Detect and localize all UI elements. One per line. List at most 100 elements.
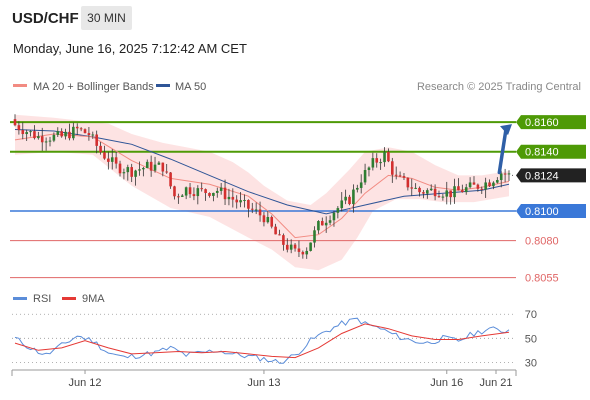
candle-body bbox=[161, 162, 165, 172]
candle-body bbox=[21, 130, 25, 135]
candle-body bbox=[212, 192, 215, 196]
candle-body bbox=[352, 189, 355, 205]
candle-body bbox=[488, 182, 491, 187]
level-label-0.8160: 0.8160 bbox=[525, 117, 559, 129]
candle-body bbox=[398, 175, 402, 177]
candle-body bbox=[289, 244, 293, 250]
candle-body bbox=[99, 145, 102, 153]
candle-body bbox=[68, 131, 71, 139]
candle-body bbox=[472, 182, 476, 185]
candle-body bbox=[145, 161, 149, 169]
candle-body bbox=[468, 182, 472, 188]
candle-body bbox=[433, 188, 437, 197]
candle-body bbox=[196, 188, 200, 197]
candle-body bbox=[48, 140, 52, 142]
timestamp: Monday, June 16, 2025 7:12:42 AM CET bbox=[13, 41, 247, 56]
candle-body bbox=[215, 190, 219, 193]
candle-body bbox=[266, 217, 270, 223]
candle-body bbox=[13, 119, 17, 126]
candle-body bbox=[83, 129, 87, 134]
candle-body bbox=[293, 244, 297, 249]
level-tag-0.8100 bbox=[516, 203, 586, 218]
level-label-0.8100: 0.8100 bbox=[525, 206, 559, 218]
candle-body bbox=[441, 196, 445, 198]
candle-body bbox=[274, 226, 277, 235]
candle-body bbox=[239, 200, 242, 203]
ma50-line bbox=[14, 129, 510, 215]
candle-body bbox=[309, 242, 312, 251]
candle-body bbox=[91, 134, 95, 136]
candle-body bbox=[200, 188, 204, 190]
candle-body bbox=[348, 196, 351, 205]
candle-body bbox=[157, 162, 161, 165]
legend-label-rsi: RSI bbox=[33, 293, 51, 305]
candle-body bbox=[371, 158, 375, 168]
candle-body bbox=[375, 158, 379, 163]
time-label-Jun-12: Jun 12 bbox=[69, 377, 102, 389]
candle-body bbox=[367, 167, 371, 171]
candle-body bbox=[138, 169, 141, 171]
candle-body bbox=[453, 186, 456, 198]
time-label-Jun-21: Jun 21 bbox=[479, 377, 512, 389]
candle-body bbox=[243, 199, 246, 201]
legend-label-ma50: MA 50 bbox=[175, 81, 206, 93]
rsi-tick-30: 30 bbox=[525, 357, 537, 369]
candle-body bbox=[387, 151, 390, 162]
candle-body bbox=[118, 163, 122, 174]
level-label-0.8140: 0.8140 bbox=[525, 147, 559, 159]
forecast-arrow-head bbox=[500, 124, 512, 136]
candle-body bbox=[134, 170, 137, 177]
last-price-label: 0.8124 bbox=[525, 170, 559, 182]
candle-body bbox=[52, 134, 56, 141]
candle-body bbox=[180, 195, 184, 197]
candle-body bbox=[153, 164, 157, 171]
candle-body bbox=[484, 182, 487, 190]
candle-body bbox=[60, 131, 63, 137]
candle-body bbox=[422, 192, 425, 194]
candle-body bbox=[254, 209, 258, 211]
ma20-line bbox=[14, 133, 510, 239]
candle-body bbox=[449, 190, 452, 198]
candle-body bbox=[142, 168, 145, 170]
candle-body bbox=[499, 173, 503, 181]
candle-body bbox=[445, 190, 449, 197]
candle-body bbox=[278, 234, 281, 236]
time-label-Jun-16: Jun 16 bbox=[430, 377, 463, 389]
rsi-tick-70: 70 bbox=[525, 309, 537, 321]
candle-body bbox=[40, 136, 44, 143]
candle-body bbox=[391, 161, 394, 175]
candle-body bbox=[103, 152, 106, 159]
rsi-line bbox=[14, 317, 510, 364]
candle-body bbox=[324, 222, 328, 226]
level-tag-0.8160 bbox=[516, 115, 586, 130]
candle-body bbox=[410, 187, 414, 189]
rsi-tick-50: 50 bbox=[525, 333, 537, 345]
candle-body bbox=[383, 151, 386, 163]
legend-swatch-rsi bbox=[13, 297, 27, 300]
timeframe-badge[interactable]: 30 MIN bbox=[81, 6, 132, 30]
level-label-0.8055: 0.8055 bbox=[525, 273, 559, 285]
candle-body bbox=[402, 176, 406, 178]
candle-body bbox=[56, 131, 60, 135]
candle-body bbox=[110, 157, 114, 162]
candle-body bbox=[231, 196, 235, 200]
candle-body bbox=[247, 199, 250, 209]
candle-body bbox=[29, 131, 32, 133]
candle-body bbox=[227, 196, 231, 200]
candle-body bbox=[464, 187, 468, 193]
candle-body bbox=[320, 221, 324, 226]
candle-body bbox=[75, 126, 79, 129]
candle-body bbox=[313, 230, 316, 243]
candle-body bbox=[457, 186, 460, 191]
candle-body bbox=[418, 187, 421, 193]
candle-body bbox=[184, 187, 188, 196]
candle-body bbox=[426, 190, 429, 194]
candle-body bbox=[130, 167, 133, 177]
candle-body bbox=[223, 187, 227, 200]
candle-body bbox=[258, 209, 262, 216]
candle-body bbox=[122, 172, 126, 174]
candle-body bbox=[262, 215, 266, 223]
legend-swatch-ma20 bbox=[13, 84, 27, 87]
candle-body bbox=[317, 221, 320, 231]
